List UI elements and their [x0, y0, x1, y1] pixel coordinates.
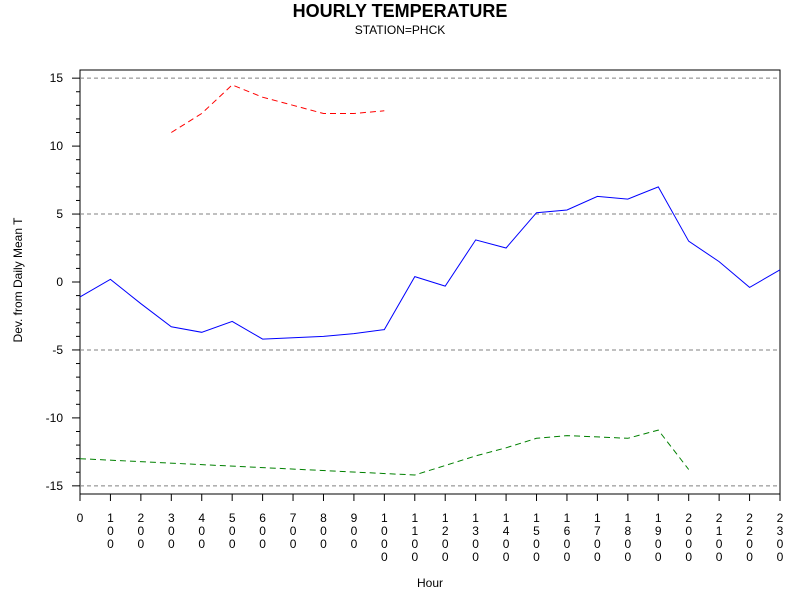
- y-axis-title: Dev. from Daily Mean T: [11, 217, 25, 343]
- y-tick-label: -15: [46, 479, 64, 493]
- reference-lines: [80, 77, 780, 487]
- plot-frame: [79, 69, 781, 495]
- series-line-0: [79, 186, 781, 340]
- y-tick-label: 15: [50, 71, 64, 85]
- y-tick-label: -10: [46, 411, 64, 425]
- chart-subtitle: STATION=PHCK: [354, 23, 446, 37]
- series-line-1: [171, 84, 385, 133]
- y-tick-label: 5: [56, 207, 63, 221]
- y-tick-label: -5: [52, 343, 63, 357]
- x-tick-label: 0: [77, 511, 84, 525]
- y-tick-label: 0: [56, 275, 63, 289]
- x-axis-title: Hour: [417, 576, 443, 590]
- y-axis: -15 -10 -5 0 5 10 15: [46, 71, 80, 493]
- y-tick-label: 10: [50, 139, 64, 153]
- chart-title: HOURLY TEMPERATURE: [292, 1, 508, 21]
- x-axis: 0 1 0 0 2 0 0 3 0 0 4 0 0 5 0 0 6 0 0 7 0 0 8 0 0 9 0 0 1 0 0 0 1 1 0 0 1 2 0 0…: [77, 494, 784, 564]
- series-line-2: [79, 429, 690, 476]
- series-layer: [79, 84, 781, 476]
